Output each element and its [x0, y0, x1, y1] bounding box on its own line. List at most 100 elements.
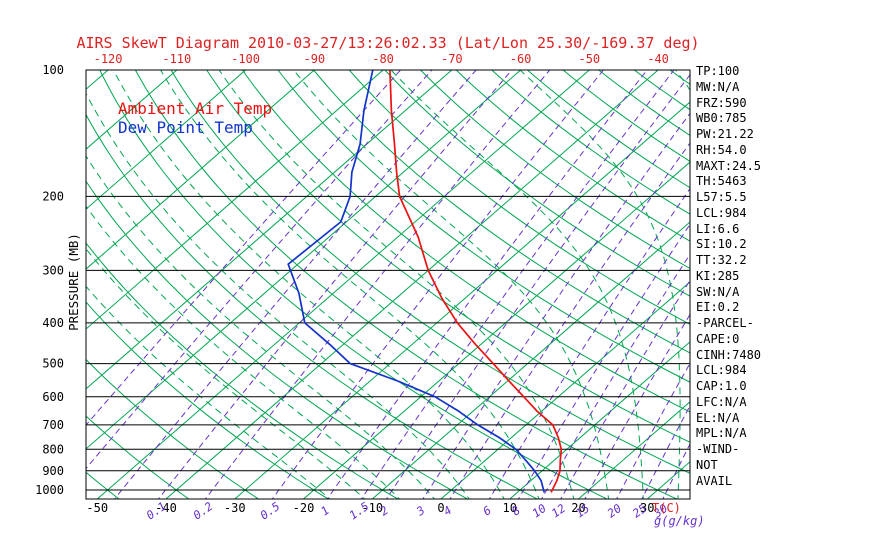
stat-line: SW:N/A: [696, 284, 740, 299]
dry-adiabat-line: [419, 70, 690, 269]
stat-line: CAP:1.0: [696, 379, 747, 393]
bottom-temp-tick-label: 30: [640, 501, 654, 515]
dry-adiabat-line: [491, 70, 690, 215]
stat-line: PW:21.22: [696, 127, 754, 141]
mixing-ratio-line: [517, 223, 690, 499]
moist-adiabat-line: [160, 70, 540, 499]
top-axis-tick-label: -110: [162, 52, 191, 66]
isotherm-line: [165, 70, 659, 499]
moist-adiabat-line: [86, 205, 401, 499]
mixing-ratio-tick-label: 2: [377, 503, 391, 518]
moist-adiabat-line: [112, 70, 505, 499]
dry-adiabat-line: [134, 70, 679, 499]
isotherm-line: [86, 70, 521, 450]
mixing-ratio-tick-label: 20: [605, 501, 624, 520]
dry-adiabat-line: [669, 70, 690, 85]
pressure-tick-label: 400: [42, 316, 64, 330]
stat-line: WB0:785: [696, 111, 747, 126]
stat-line: CAPE:0: [696, 331, 740, 346]
stat-line: L57:5.5: [696, 190, 747, 204]
mixing-ratio-line: [662, 442, 690, 499]
mixing-ratio-line: [86, 70, 433, 470]
pressure-tick-label: 800: [42, 442, 64, 456]
pressure-tick-label: 1000: [35, 483, 64, 497]
moist-adiabat-line: [86, 92, 470, 499]
dry-adiabat-line: [562, 70, 690, 162]
dry-adiabat-line: [455, 70, 690, 242]
stat-line: CINH:7480: [696, 347, 762, 362]
stat-line: LCL:984: [696, 205, 747, 220]
pressure-axis-label: PRESSURE (MB): [66, 233, 81, 331]
pressure-tick-label: 500: [42, 357, 64, 371]
moist-adiabat-line: [218, 70, 575, 499]
mixing-ratio-line: [326, 70, 648, 499]
top-axis-tick-label: -50: [578, 52, 600, 66]
dry-adiabat-line: [241, 70, 690, 413]
mixing-ratio-line: [86, 70, 402, 426]
chart-title: AIRS SkewT Diagram 2010-03-27/13:26:02.3…: [76, 34, 700, 52]
stat-line: NOT: [696, 457, 718, 472]
isotherm-line: [440, 281, 690, 499]
stat-line: -WIND-: [696, 442, 740, 456]
temp-unit-label: T(C): [652, 501, 681, 515]
moist-adiabat-line: [86, 155, 436, 499]
mixing-ratio-line: [157, 70, 513, 499]
mixing-ratio-line: [560, 279, 690, 499]
top-axis-tick-label: -100: [231, 52, 260, 66]
stat-line: LCL:984: [696, 363, 747, 378]
dry-adiabat-line: [86, 358, 260, 499]
mixing-ratio-line: [488, 187, 690, 499]
stat-line: LFC:N/A: [696, 394, 747, 409]
dry-adiabat-line: [0, 65, 53, 503]
isotherm-line: [509, 341, 690, 499]
chart-border: [85, 69, 691, 500]
top-axis-tick-label: -120: [94, 52, 123, 66]
bottom-temp-tick-label: -30: [224, 501, 246, 515]
mixing-ratio-line: [204, 70, 551, 499]
pressure-tick-label: 600: [42, 390, 64, 404]
stat-line: SI:10.2: [696, 237, 747, 252]
dry-adiabat-line: [99, 70, 609, 499]
pressure-tick-label: 300: [42, 263, 64, 277]
stats-panel: TP:100 MW:N/A FRZ:590 WB0:785 PW:21.22 RH:54.…: [696, 64, 761, 489]
dewpoint-profile-line: [287, 70, 546, 493]
isotherm-line: [0, 70, 39, 499]
isotherm-line: [86, 70, 109, 90]
isotherm-line: [303, 161, 690, 499]
mixing-ratio-tick-label: 15: [573, 501, 592, 520]
mixing-ratio-tick-label: 0.2: [190, 499, 215, 522]
mixing-ratio-tick-label: 4: [441, 503, 455, 518]
mixing-ratio-line: [540, 253, 690, 499]
dry-adiabat-line: [526, 70, 690, 189]
stat-line: MPL:N/A: [696, 426, 747, 441]
mixing-ratio-unit-label: g(g/kg): [654, 514, 705, 528]
moist-adiabat-line: [390, 70, 644, 499]
pressure-tick-label: 700: [42, 418, 64, 432]
legend-ambient-air-temp: Ambient Air Temp: [118, 99, 273, 118]
top-axis-tick-label: -60: [510, 52, 532, 66]
stat-line: TT:32.2: [696, 253, 747, 267]
dry-adiabat-line: [86, 301, 330, 499]
bottom-temp-tick-label: -40: [155, 501, 177, 515]
stat-line: TH:5463: [696, 174, 747, 189]
top-axis-tick-label: -70: [441, 52, 463, 66]
dry-adiabat-line: [86, 113, 539, 499]
stat-line: LI:6.6: [696, 221, 740, 236]
mixing-ratio-tick-label: 25: [630, 501, 649, 520]
moist-adiabat-line: [293, 70, 610, 499]
stat-line: -PARCEL-: [696, 316, 754, 330]
stat-line: EL:N/A: [696, 410, 740, 425]
isotherm-line: [86, 70, 246, 210]
isotherm-line: [86, 70, 315, 270]
dry-adiabat-line: [86, 180, 469, 499]
mixing-ratio-tick-label: 0.5: [257, 499, 282, 522]
dry-adiabat-line: [86, 471, 120, 499]
isotherm-line: [86, 70, 178, 150]
bottom-temp-tick-label: 10: [503, 501, 517, 515]
bottom-temp-tick-label: -20: [293, 501, 315, 515]
dry-adiabat-line: [170, 70, 690, 474]
stat-line: TP:100: [696, 64, 740, 78]
dry-adiabat-line: [384, 70, 690, 297]
